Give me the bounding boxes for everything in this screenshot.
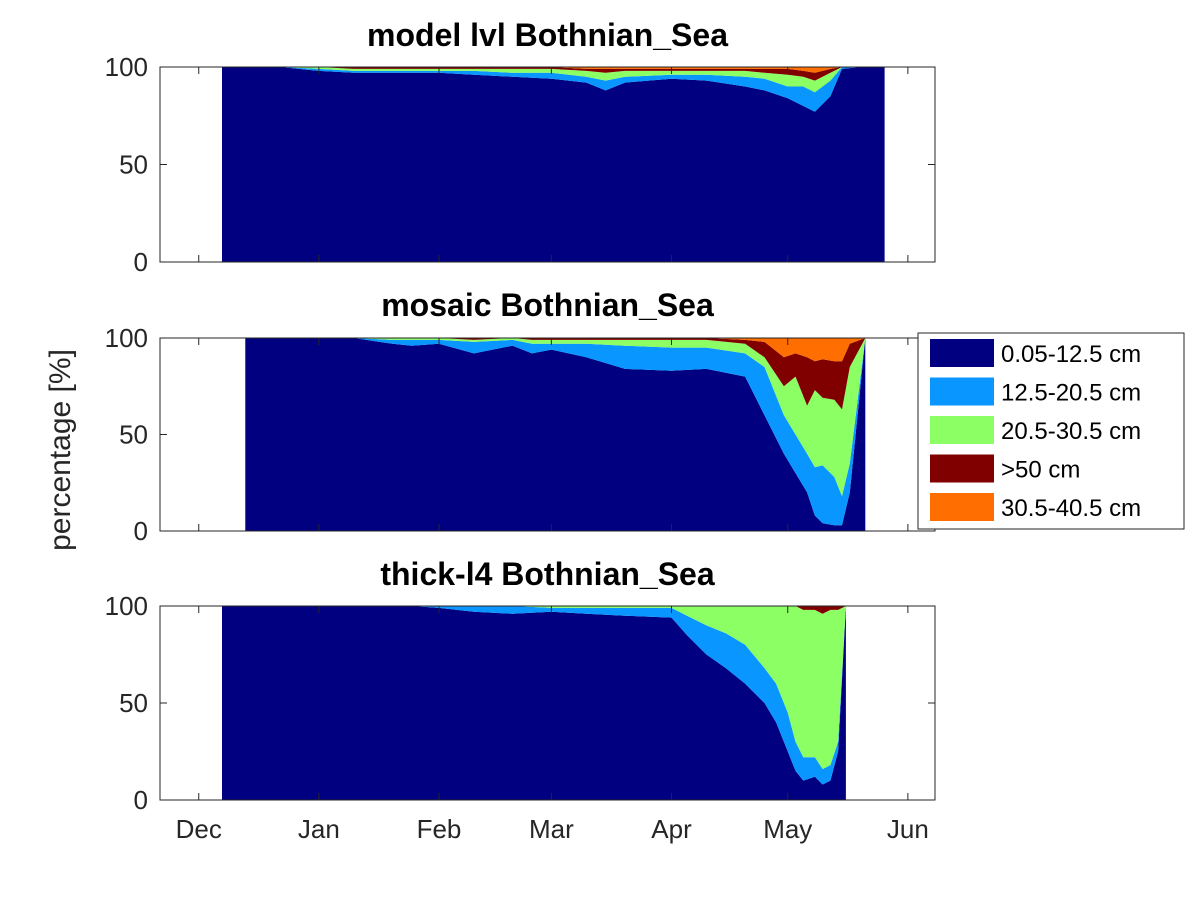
panel-title: mosaic Bothnian_Sea — [381, 287, 714, 323]
legend-swatch — [930, 377, 994, 406]
panel-2: 0 50 100 mosaic Bothnian_Sea — [105, 287, 936, 546]
area-series-3 — [222, 67, 885, 93]
area-series-1 — [222, 606, 846, 800]
area-series-5 — [245, 338, 866, 362]
area-series-1 — [222, 67, 885, 262]
x-tick-label: Dec — [176, 814, 222, 844]
area-series-2 — [222, 67, 885, 112]
legend-swatch — [930, 339, 994, 367]
y-tick-label: 0 — [134, 785, 148, 815]
area-series-1 — [245, 338, 866, 531]
panel-title: model lvl Bothnian_Sea — [367, 17, 728, 53]
y-tick-label: 100 — [105, 591, 148, 621]
x-tick-label: Jan — [298, 814, 340, 844]
panel-title: thick-l4 Bothnian_Sea — [380, 556, 715, 592]
area-series-4 — [222, 67, 885, 81]
y-tick-label: 50 — [119, 420, 148, 450]
legend: 0.05-12.5 cm 12.5-20.5 cm 20.5-30.5 cm >50 … — [917, 332, 1185, 530]
legend-label: 0.05-12.5 cm — [1001, 341, 1141, 368]
area-series-5 — [222, 67, 885, 73]
legend-label: 12.5-20.5 cm — [1001, 380, 1141, 407]
legend-swatch — [930, 493, 994, 521]
x-tick-label: Feb — [417, 814, 462, 844]
panel-3: 0 50 100 Dec Jan Feb Mar Apr May Jun thick-l4 Both… — [105, 556, 936, 844]
y-tick-label: 100 — [105, 52, 148, 82]
y-axis-label: percentage [%] — [44, 349, 77, 551]
legend-swatch — [930, 454, 994, 483]
area-series-3 — [222, 606, 846, 769]
y-tick-label: 0 — [134, 247, 148, 277]
legend-label: 20.5-30.5 cm — [1001, 418, 1141, 445]
legend-swatch — [930, 416, 994, 444]
x-tick-label: Apr — [651, 814, 692, 844]
y-tick-label: 50 — [119, 688, 148, 718]
panel-1: 0 50 100 model lvl Bothnian_Sea — [105, 17, 936, 277]
y-tick-label: 100 — [105, 323, 148, 353]
y-tick-label: 0 — [134, 516, 148, 546]
legend-label: >50 cm — [1001, 457, 1080, 484]
y-tick-label: 50 — [119, 150, 148, 180]
x-tick-label: May — [763, 814, 812, 844]
legend-label: 30.5-40.5 cm — [1001, 495, 1141, 522]
x-tick-label: Jun — [887, 814, 929, 844]
x-tick-label: Mar — [529, 814, 574, 844]
